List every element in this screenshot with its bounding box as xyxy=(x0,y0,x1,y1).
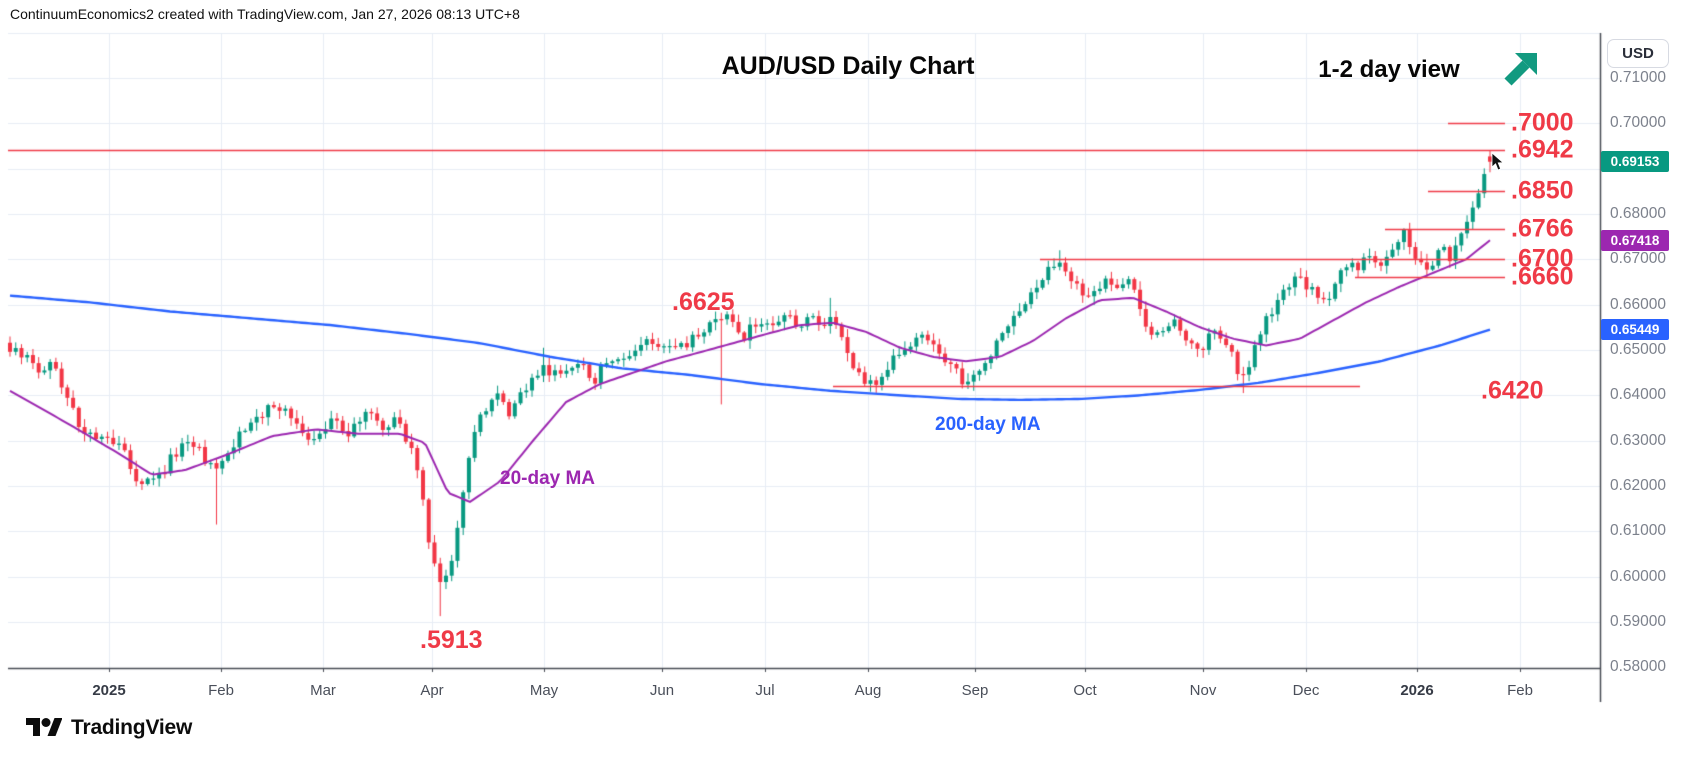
month-label: Jun xyxy=(649,682,675,699)
month-label: Dec xyxy=(1292,682,1320,699)
level-label: .6766 xyxy=(1511,214,1574,243)
tradingview-logo-icon xyxy=(26,718,62,736)
price-axis-label: 0.68000 xyxy=(1610,204,1667,222)
price-axis-label: 0.61000 xyxy=(1610,522,1667,540)
up-right-arrow-icon xyxy=(1504,53,1537,86)
price-axis-label: 0.59000 xyxy=(1610,612,1667,630)
month-label: Apr xyxy=(420,682,444,699)
month-label: Jul xyxy=(755,682,775,699)
price-annotation: .6625 xyxy=(672,288,735,316)
price-axis-label: 0.64000 xyxy=(1610,386,1667,404)
month-label: May xyxy=(529,682,559,699)
ma20-value-badge: 0.67418 xyxy=(1601,229,1669,251)
level-label: .7000 xyxy=(1511,108,1574,137)
chart-title: AUD/USD Daily Chart xyxy=(721,52,975,80)
month-label: Nov xyxy=(1189,682,1217,699)
price-axis-label: 0.66000 xyxy=(1610,295,1667,313)
level-label: .6942 xyxy=(1511,135,1574,164)
month-label: Feb xyxy=(1507,682,1533,699)
price-annotation: .5913 xyxy=(420,626,483,654)
month-label: Oct xyxy=(1073,682,1097,699)
ma-label: 200-day MA xyxy=(935,414,1041,435)
month-label: Mar xyxy=(310,682,336,699)
month-label: Sep xyxy=(961,682,989,699)
price-axis-label: 0.67000 xyxy=(1610,250,1667,268)
tradingview-wordmark: TradingView xyxy=(71,716,193,739)
month-label: 2025 xyxy=(92,682,126,699)
price-axis-label: 0.58000 xyxy=(1610,658,1667,676)
currency-toggle[interactable]: USD xyxy=(1607,39,1669,68)
month-label: Feb xyxy=(208,682,234,699)
price-axis-label: 0.63000 xyxy=(1610,431,1667,449)
mouse-pointer-icon xyxy=(1491,153,1504,171)
price-axis-label: 0.71000 xyxy=(1610,69,1667,86)
view-note-label: 1-2 day view xyxy=(1318,56,1460,83)
price-axis-label: 0.70000 xyxy=(1610,114,1667,132)
level-label: .6700 xyxy=(1511,244,1574,273)
month-label: Aug xyxy=(854,682,882,699)
month-label: 2026 xyxy=(1400,682,1434,699)
price-axis-label: 0.62000 xyxy=(1610,476,1667,494)
level-label: .6850 xyxy=(1511,176,1574,205)
chart-credit: ContinuumEconomics2 created with Trading… xyxy=(10,6,520,22)
price-axis-label: 0.65000 xyxy=(1610,340,1667,358)
last-price-badge: 0.69153 xyxy=(1601,151,1669,173)
level-label: .6420 xyxy=(1481,376,1544,405)
ma200-value-badge: 0.65449 xyxy=(1601,319,1669,341)
level-label: .6660 xyxy=(1511,262,1574,291)
tradingview-watermark[interactable]: TradingView xyxy=(26,714,192,742)
price-axis-label: 0.60000 xyxy=(1610,567,1667,585)
ma-label: 20-day MA xyxy=(500,468,596,489)
